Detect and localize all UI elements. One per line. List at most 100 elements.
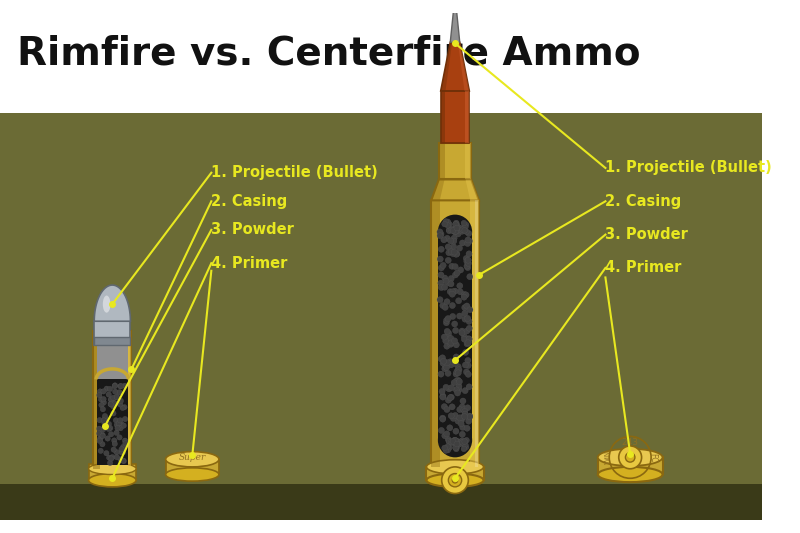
Circle shape — [448, 248, 454, 255]
Circle shape — [459, 330, 465, 336]
Circle shape — [465, 257, 471, 263]
Circle shape — [98, 389, 102, 394]
Circle shape — [461, 294, 467, 300]
Circle shape — [100, 433, 106, 439]
Circle shape — [107, 461, 113, 466]
Circle shape — [97, 417, 102, 423]
Text: 2. Casing: 2. Casing — [211, 194, 287, 209]
Circle shape — [461, 224, 466, 230]
Circle shape — [114, 430, 119, 435]
Circle shape — [444, 431, 450, 437]
Circle shape — [444, 407, 450, 413]
Circle shape — [454, 390, 461, 396]
Circle shape — [449, 385, 454, 391]
Text: 4. Primer: 4. Primer — [211, 256, 288, 271]
Circle shape — [122, 438, 128, 443]
Circle shape — [454, 228, 459, 234]
Bar — [166, 459, 219, 474]
Circle shape — [117, 435, 122, 440]
Circle shape — [105, 423, 110, 428]
Circle shape — [450, 439, 455, 445]
Circle shape — [122, 383, 127, 389]
Circle shape — [450, 227, 455, 233]
Circle shape — [102, 423, 107, 429]
Ellipse shape — [166, 451, 219, 467]
Circle shape — [114, 418, 118, 423]
Circle shape — [448, 340, 454, 346]
Circle shape — [453, 354, 459, 360]
Polygon shape — [441, 42, 452, 91]
Circle shape — [454, 438, 459, 444]
Circle shape — [626, 453, 635, 462]
Circle shape — [456, 378, 462, 385]
Bar — [94, 331, 100, 469]
Circle shape — [453, 229, 458, 235]
Circle shape — [460, 439, 466, 445]
Circle shape — [446, 336, 452, 342]
Circle shape — [457, 415, 463, 421]
Circle shape — [118, 418, 123, 423]
Circle shape — [466, 230, 472, 237]
Circle shape — [438, 272, 444, 278]
Circle shape — [114, 455, 119, 460]
Circle shape — [445, 316, 451, 321]
Circle shape — [440, 360, 446, 366]
Circle shape — [460, 227, 466, 232]
Circle shape — [461, 440, 466, 446]
Circle shape — [115, 425, 120, 431]
Circle shape — [464, 425, 470, 431]
Circle shape — [449, 440, 454, 446]
Text: Rimfire vs. Centerfire Ammo: Rimfire vs. Centerfire Ammo — [17, 35, 641, 73]
Circle shape — [463, 255, 470, 262]
Circle shape — [456, 228, 462, 233]
Circle shape — [448, 335, 454, 342]
Circle shape — [445, 257, 451, 263]
Circle shape — [122, 405, 127, 410]
Circle shape — [452, 226, 458, 232]
Circle shape — [454, 222, 459, 227]
Circle shape — [450, 228, 456, 233]
Circle shape — [438, 285, 445, 290]
Circle shape — [466, 372, 471, 377]
Circle shape — [112, 441, 118, 447]
Bar — [439, 143, 446, 180]
Circle shape — [454, 222, 459, 228]
Circle shape — [460, 398, 466, 404]
Bar — [0, 113, 762, 520]
Circle shape — [455, 298, 462, 304]
Bar — [97, 379, 127, 465]
Circle shape — [110, 455, 115, 460]
Circle shape — [104, 422, 109, 427]
Circle shape — [462, 304, 468, 311]
Circle shape — [116, 421, 122, 426]
Circle shape — [97, 431, 102, 436]
Circle shape — [459, 229, 465, 235]
Polygon shape — [458, 42, 470, 91]
Circle shape — [460, 424, 466, 431]
Circle shape — [117, 390, 122, 395]
Circle shape — [461, 220, 466, 226]
Text: 1. Projectile (Bullet): 1. Projectile (Bullet) — [606, 160, 772, 175]
Circle shape — [110, 399, 116, 405]
Polygon shape — [466, 180, 479, 200]
Circle shape — [101, 400, 106, 405]
Circle shape — [109, 397, 114, 402]
Circle shape — [118, 384, 123, 389]
Circle shape — [448, 362, 454, 368]
Circle shape — [445, 244, 451, 250]
Circle shape — [453, 371, 459, 377]
Circle shape — [458, 228, 464, 233]
Circle shape — [106, 392, 111, 397]
Bar — [125, 331, 131, 469]
Text: 3. Powder: 3. Powder — [211, 222, 294, 237]
Circle shape — [446, 249, 452, 256]
Circle shape — [455, 377, 462, 383]
Circle shape — [456, 227, 462, 232]
Circle shape — [463, 222, 469, 228]
Text: WIN: WIN — [604, 450, 610, 464]
Circle shape — [444, 343, 450, 349]
Text: FC: FC — [649, 453, 658, 462]
Polygon shape — [94, 285, 130, 321]
Circle shape — [442, 445, 447, 451]
Circle shape — [450, 303, 455, 309]
